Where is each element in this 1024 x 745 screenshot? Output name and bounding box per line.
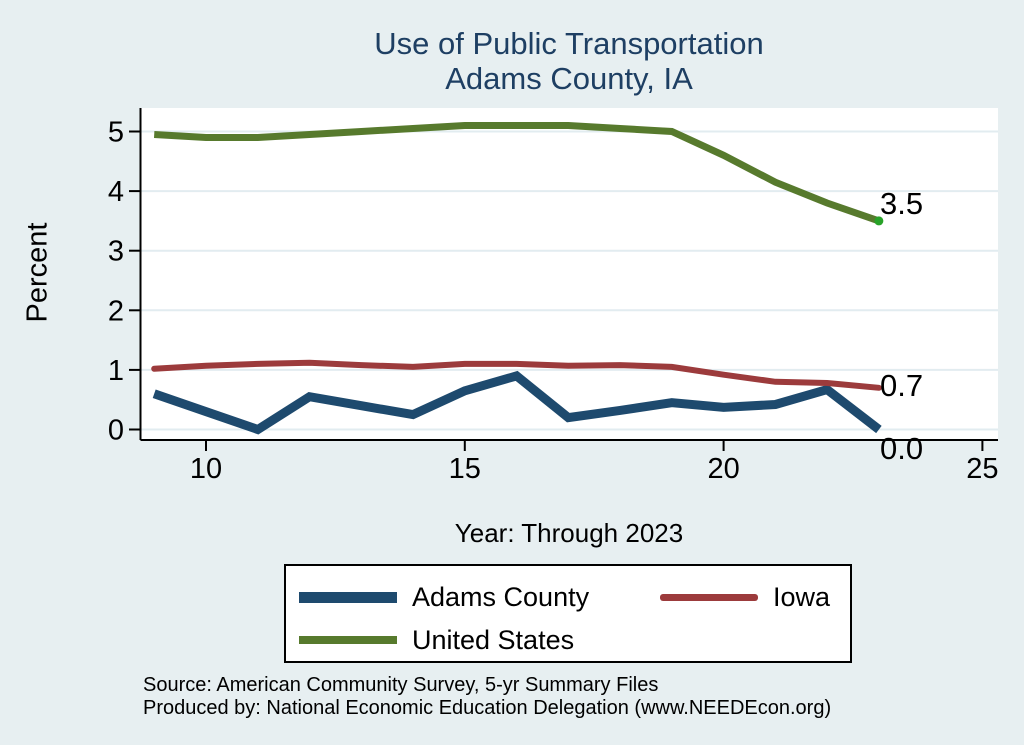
end-label-adams-county: 0.0 bbox=[880, 431, 924, 466]
united-states-end-marker bbox=[874, 216, 884, 226]
y-tick-label: 2 bbox=[108, 295, 124, 327]
end-label-united-states: 3.5 bbox=[880, 186, 924, 221]
x-tick-label: 20 bbox=[707, 453, 739, 485]
x-axis-caption: Year: Through 2023 bbox=[454, 518, 684, 548]
y-tick-label: 0 bbox=[108, 415, 124, 447]
source-line2: Produced by: National Economic Education… bbox=[143, 697, 832, 719]
y-tick-label: 3 bbox=[108, 236, 124, 268]
legend-swatch-iowa bbox=[660, 594, 758, 601]
x-tick-label: 10 bbox=[190, 453, 222, 485]
series-line-iowa bbox=[151, 359, 882, 391]
x-tick-label: 15 bbox=[449, 453, 481, 485]
chart-title: Use of Public Transportation Adams Count… bbox=[140, 26, 998, 96]
y-tick-label: 1 bbox=[108, 355, 124, 387]
end-label-iowa: 0.7 bbox=[880, 368, 924, 403]
legend-swatch-adams-county bbox=[299, 592, 397, 603]
plot-background bbox=[140, 108, 998, 440]
y-tick-label: 5 bbox=[108, 117, 124, 149]
source-line1: Source: American Community Survey, 5-yr … bbox=[143, 674, 659, 696]
x-tick-label: 25 bbox=[966, 453, 998, 485]
legend-label-united-states: United States bbox=[412, 625, 575, 655]
series-line-united-states bbox=[153, 122, 881, 225]
chart-title-line2: Adams County, IA bbox=[445, 61, 693, 96]
legend-label-adams-county: Adams County bbox=[412, 582, 590, 612]
legend-swatch-united-states bbox=[299, 636, 397, 644]
source-note: Source: American Community Survey, 5-yr … bbox=[143, 674, 831, 720]
legend: Adams County Iowa United States bbox=[284, 564, 852, 663]
legend-label-iowa: Iowa bbox=[773, 582, 831, 612]
y-axis-title: Percent bbox=[21, 222, 54, 323]
y-tick-label: 4 bbox=[108, 176, 124, 208]
series-line-adams-county bbox=[152, 370, 882, 435]
chart-title-line1: Use of Public Transportation bbox=[374, 26, 764, 61]
